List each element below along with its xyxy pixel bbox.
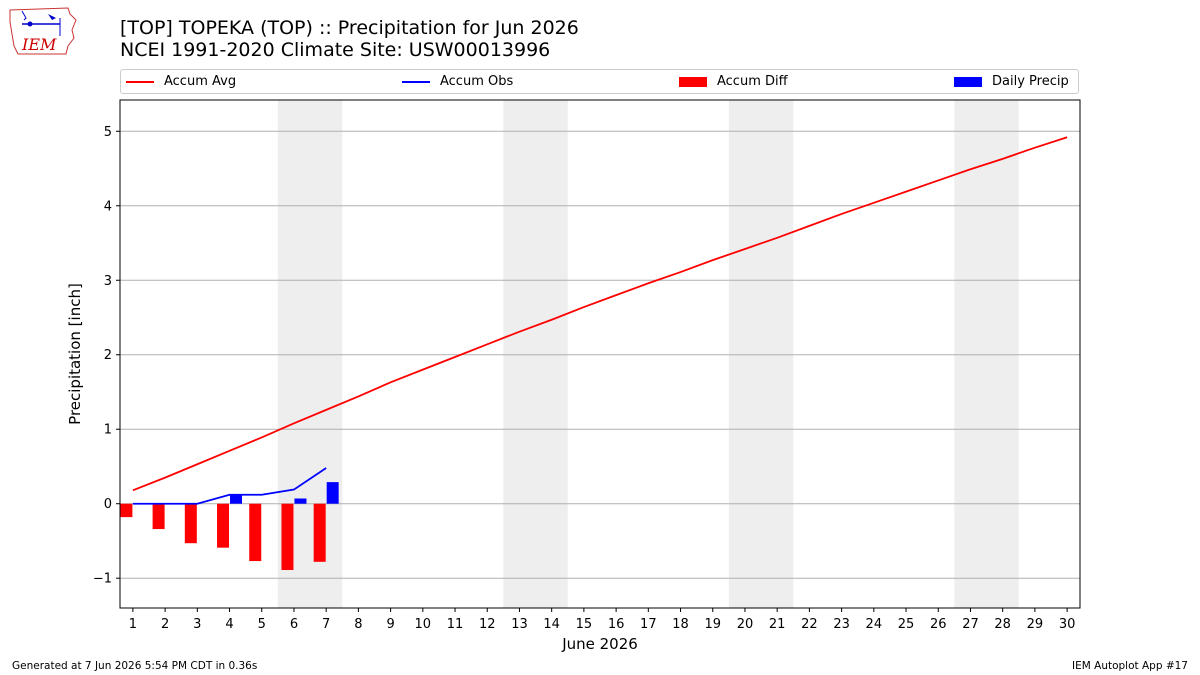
xtick-label: 30 xyxy=(1059,617,1076,632)
xtick-label: 13 xyxy=(511,617,528,632)
accum-diff-bar-7 xyxy=(313,503,326,562)
xtick-label: 17 xyxy=(640,617,657,632)
accum-avg-line xyxy=(132,136,1068,492)
legend-item-accum-avg: Accum Avg xyxy=(126,70,236,93)
title-line-1: [TOP] TOPEKA (TOP) :: Precipitation for … xyxy=(120,17,579,39)
ytick-label: −1 xyxy=(93,572,112,587)
accum-diff-bar-3 xyxy=(184,503,197,544)
legend-line-blue xyxy=(402,80,430,83)
xtick-label: 14 xyxy=(543,617,560,632)
accum-diff-bar-5 xyxy=(249,503,262,562)
xtick-label: 15 xyxy=(576,617,593,632)
accum-obs-line xyxy=(132,467,327,505)
plot-frame xyxy=(119,99,1081,609)
ytick-label: 4 xyxy=(104,199,112,214)
xtick-label: 5 xyxy=(258,617,266,632)
xtick-label: 16 xyxy=(608,617,625,632)
xtick-label: 28 xyxy=(994,617,1011,632)
legend-patch-red xyxy=(679,76,707,87)
legend-item-accum-obs: Accum Obs xyxy=(402,70,513,93)
xtick-label: 29 xyxy=(1027,617,1044,632)
logo-text: IEM xyxy=(21,35,57,54)
xtick-label: 2 xyxy=(161,617,169,632)
accum-diff-bar-2 xyxy=(152,503,165,530)
xtick-label: 24 xyxy=(866,617,883,632)
accum-diff-bar-4 xyxy=(217,503,230,548)
ytick-label: 0 xyxy=(104,497,112,512)
accum-diff-bar-6 xyxy=(281,503,294,571)
iem-logo[interactable]: IEM xyxy=(8,6,80,58)
iowa-map-icon: IEM xyxy=(9,7,77,55)
title-line-2: NCEI 1991-2020 Climate Site: USW00013996 xyxy=(120,39,551,61)
xtick-label: 26 xyxy=(930,617,947,632)
xtick-label: 11 xyxy=(447,617,464,632)
xtick-label: 7 xyxy=(322,617,330,632)
footer-app-id: IEM Autoplot App #17 xyxy=(1072,660,1188,672)
xtick-label: 19 xyxy=(704,617,721,632)
xtick-label: 21 xyxy=(769,617,786,632)
xtick-label: 4 xyxy=(225,617,233,632)
x-axis-label: June 2026 xyxy=(561,635,638,653)
weekend-band-3 xyxy=(728,100,794,608)
xtick-label: 20 xyxy=(737,617,754,632)
daily-precip-bar-7 xyxy=(326,482,339,504)
chart-legend: Accum Avg Accum Obs Accum Diff Daily Pre… xyxy=(120,69,1079,94)
legend-label-accum-diff: Accum Diff xyxy=(717,74,788,89)
weekend-band-2 xyxy=(503,100,568,608)
xtick-label: 9 xyxy=(386,617,394,632)
ytick-label: 2 xyxy=(104,348,112,363)
legend-label-accum-obs: Accum Obs xyxy=(440,74,514,89)
xtick-label: 8 xyxy=(354,617,362,632)
legend-line-red xyxy=(126,80,154,83)
legend-label-accum-avg: Accum Avg xyxy=(164,74,237,89)
daily-precip-bar-6 xyxy=(294,498,307,504)
legend-patch-blue xyxy=(954,76,982,87)
xtick-label: 27 xyxy=(962,617,979,632)
xtick-label: 18 xyxy=(672,617,689,632)
xtick-label: 10 xyxy=(415,617,432,632)
ytick-label: 3 xyxy=(104,274,112,289)
chart-title: [TOP] TOPEKA (TOP) :: Precipitation for … xyxy=(120,17,579,61)
y-axis-label: Precipitation [inch] xyxy=(66,283,84,425)
ytick-label: 1 xyxy=(104,423,112,438)
legend-item-daily-precip: Daily Precip xyxy=(954,70,1069,93)
xtick-label: 25 xyxy=(898,617,915,632)
xtick-label: 12 xyxy=(479,617,496,632)
xtick-label: 3 xyxy=(193,617,201,632)
xtick-label: 22 xyxy=(801,617,818,632)
legend-label-daily-precip: Daily Precip xyxy=(992,74,1069,89)
weekend-band-4 xyxy=(954,100,1019,608)
legend-item-accum-diff: Accum Diff xyxy=(679,70,788,93)
ytick-label: 5 xyxy=(104,125,112,140)
xtick-label: 6 xyxy=(290,617,298,632)
xtick-label: 23 xyxy=(833,617,850,632)
footer-generated: Generated at 7 Jun 2026 5:54 PM CDT in 0… xyxy=(12,660,258,672)
accum-diff-bar-1 xyxy=(120,503,133,518)
xtick-label: 1 xyxy=(129,617,137,632)
daily-precip-bar-4 xyxy=(230,494,243,504)
